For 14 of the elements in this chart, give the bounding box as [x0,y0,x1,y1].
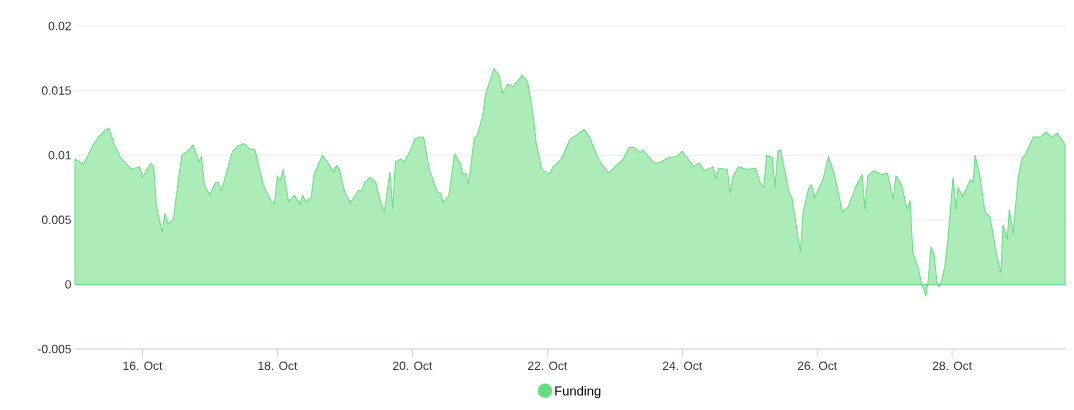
x-tick-label: 24. Oct [662,361,703,371]
x-tick-label: 20. Oct [393,361,433,371]
x-tick-label: 26. Oct [797,361,838,371]
x-tick-label: 22. Oct [528,361,568,371]
y-tick-label: 0 [65,280,72,289]
x-tick-label: 28. Oct [932,361,972,371]
y-tick-label: 0.015 [41,86,71,95]
y-tick-label: 0.02 [48,21,71,31]
y-tick-label: 0.005 [41,215,71,225]
y-tick-label: 0.01 [48,150,71,160]
text: Funding [555,385,601,399]
y-tick-label: -0.005 [37,344,71,354]
x-tick-label: 18. Oct [258,361,298,371]
x-tick-label: 16. Oct [123,361,163,371]
